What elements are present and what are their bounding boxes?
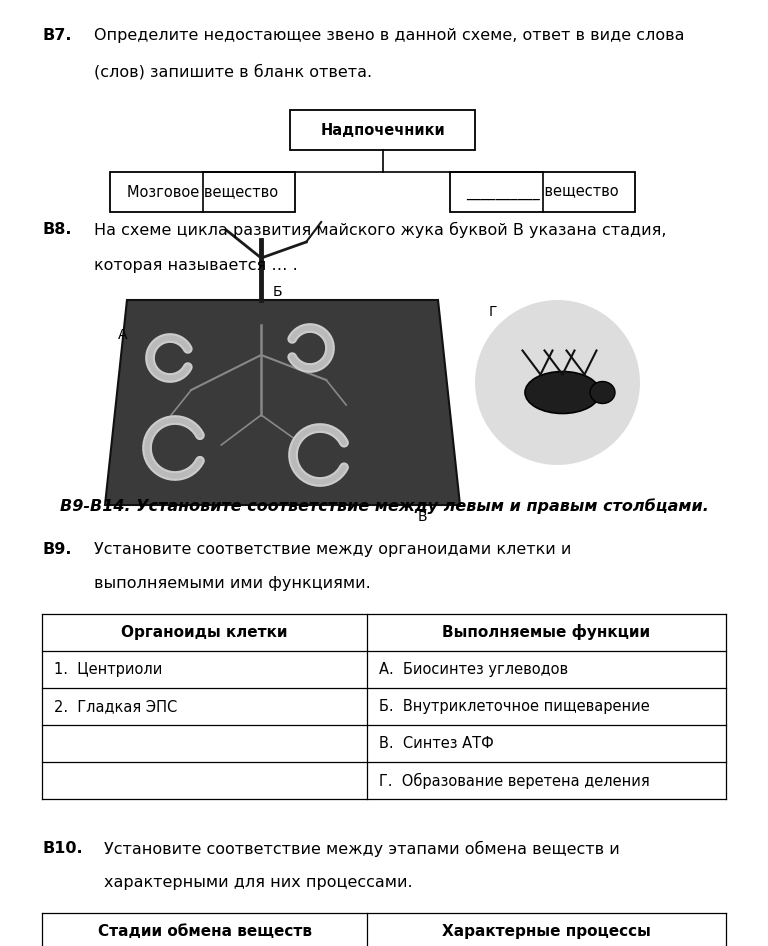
Text: А: А [118, 328, 127, 342]
Text: (слов) запишите в бланк ответа.: (слов) запишите в бланк ответа. [94, 64, 372, 79]
Text: Мозговое вещество: Мозговое вещество [127, 184, 278, 200]
Text: Определите недостающее звено в данной схеме, ответ в виде слова: Определите недостающее звено в данной сх… [94, 28, 684, 43]
Text: которая называется … .: которая называется … . [94, 258, 298, 273]
Text: А.  Биосинтез углеводов: А. Биосинтез углеводов [379, 662, 568, 677]
Text: Установите соответствие между органоидами клетки и: Установите соответствие между органоидам… [94, 542, 571, 557]
FancyBboxPatch shape [450, 172, 635, 212]
Text: Б.  Внутриклеточное пищеварение: Б. Внутриклеточное пищеварение [379, 699, 650, 714]
Text: На схеме цикла развития майского жука буквой В указана стадия,: На схеме цикла развития майского жука бу… [94, 222, 667, 238]
FancyBboxPatch shape [290, 110, 475, 150]
Text: 2.  Гладкая ЭПС: 2. Гладкая ЭПС [54, 699, 177, 714]
Text: 1.  Центриоли: 1. Центриоли [54, 662, 162, 677]
Ellipse shape [525, 372, 600, 413]
Text: В10.: В10. [42, 841, 83, 856]
FancyBboxPatch shape [110, 172, 295, 212]
Text: Г.  Образование веретена деления: Г. Образование веретена деления [379, 773, 650, 789]
Text: характерными для них процессами.: характерными для них процессами. [104, 875, 412, 890]
Text: В9.: В9. [42, 542, 71, 557]
Text: Установите соответствие между этапами обмена веществ и: Установите соответствие между этапами об… [104, 841, 620, 857]
Text: В8.: В8. [42, 222, 71, 237]
Text: Органоиды клетки: Органоиды клетки [121, 625, 288, 640]
Text: Стадии обмена веществ: Стадии обмена веществ [98, 924, 312, 939]
Ellipse shape [475, 300, 640, 465]
Text: В7.: В7. [42, 28, 71, 43]
Text: В: В [417, 510, 427, 524]
Text: Г: Г [488, 305, 497, 319]
Text: В9-В14. Установите соответствие между левым и правым столбцами.: В9-В14. Установите соответствие между ле… [60, 498, 708, 514]
Text: __________ вещество: __________ вещество [466, 184, 619, 200]
Text: Б: Б [272, 285, 282, 299]
Text: Выполняемые функции: Выполняемые функции [442, 624, 650, 640]
Text: Надпочечники: Надпочечники [320, 122, 445, 137]
Text: Характерные процессы: Характерные процессы [442, 924, 651, 939]
Text: В.  Синтез АТФ: В. Синтез АТФ [379, 736, 494, 751]
Ellipse shape [590, 381, 615, 404]
Polygon shape [105, 300, 460, 505]
Text: выполняемыми ими функциями.: выполняемыми ими функциями. [94, 576, 371, 591]
